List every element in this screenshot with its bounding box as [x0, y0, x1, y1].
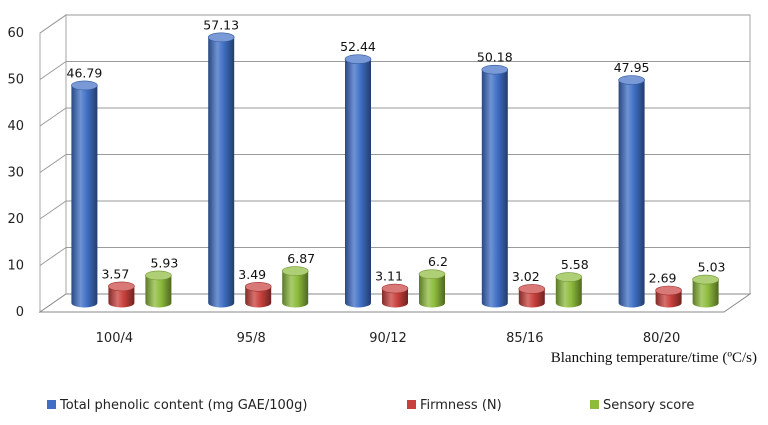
bar: [518, 284, 546, 308]
x-axis-label: Blanching temperature/time (ºC/s): [551, 350, 757, 366]
x-tick-label: 100/4: [96, 331, 133, 346]
bar: [244, 281, 272, 308]
bar-body: [419, 274, 445, 308]
bar: [281, 266, 309, 308]
bar-body: [618, 80, 645, 308]
bar: [207, 32, 235, 308]
legend-label: Firmness (N): [420, 398, 502, 413]
legend-item: Sensory score: [590, 398, 694, 413]
bar: [344, 54, 372, 308]
bar-body: [382, 288, 408, 308]
gridline-side: [39, 247, 67, 266]
bar-top: [71, 80, 98, 91]
data-label: 3.49: [238, 267, 266, 282]
bar-top: [344, 54, 372, 64]
bar: [145, 270, 172, 308]
bar: [555, 272, 583, 308]
bar-body: [692, 279, 719, 308]
bar-top: [281, 266, 309, 276]
bar: [481, 64, 509, 308]
bar-top: [692, 274, 719, 285]
bar: [108, 281, 135, 308]
bar-body: [145, 275, 172, 308]
data-label: 52.44: [340, 39, 376, 54]
gridline-side: [39, 154, 67, 173]
data-label: 3.02: [512, 269, 540, 284]
bar-top: [145, 270, 172, 281]
x-tick-label: 80/20: [643, 331, 680, 346]
bar: [692, 274, 719, 308]
y-tick-label: 0: [16, 305, 24, 320]
bar-top: [655, 285, 682, 296]
x-tick-label: 95/8: [237, 331, 266, 346]
bar-top: [244, 281, 272, 292]
data-label: 5.93: [150, 255, 178, 270]
bar-body: [108, 286, 135, 308]
y-tick-label: 50: [7, 73, 24, 88]
bars: [71, 32, 719, 308]
legend-swatch: [407, 400, 416, 409]
bar-top: [555, 272, 583, 282]
bar-body: [555, 277, 582, 308]
bar: [71, 80, 98, 308]
bar-body: [518, 288, 545, 308]
x-axis-ticks: 100/4 95/8 90/12 85/16 80/20: [96, 331, 681, 346]
legend-label: Sensory score: [603, 398, 694, 413]
bar: [381, 283, 409, 308]
data-label: 57.13: [203, 17, 239, 32]
x-tick-label: 85/16: [506, 331, 543, 346]
data-label: 3.11: [375, 269, 403, 284]
data-label: 47.95: [614, 60, 650, 75]
bar-top: [418, 269, 446, 279]
legend-swatch: [590, 400, 599, 409]
data-labels: 46.79 3.57 5.93 57.13 3.49 6.87 52.44 3.11 6.2 50…: [67, 17, 726, 285]
y-tick-label: 30: [7, 166, 24, 181]
legend-swatch: [47, 400, 56, 409]
gridline-side: [39, 61, 67, 80]
data-label: 50.18: [477, 50, 513, 65]
data-label: 46.79: [67, 65, 103, 80]
y-axis-ticks: 0 10 20 30 40 50 60: [7, 26, 24, 320]
bar-body: [282, 271, 309, 308]
gridline-side: [39, 107, 67, 127]
data-label: 5.03: [698, 260, 726, 275]
bar-body: [208, 37, 235, 308]
x-tick-label: 90/12: [369, 331, 406, 346]
bar-top: [481, 64, 509, 75]
bar-body: [345, 59, 371, 308]
bar-top: [207, 32, 235, 43]
y-tick-label: 40: [7, 119, 24, 134]
data-label: 5.58: [561, 257, 589, 272]
data-label: 6.87: [287, 251, 315, 266]
bar-body: [655, 290, 682, 308]
bar-top: [108, 281, 135, 292]
bar: [618, 75, 645, 308]
bar-top: [618, 75, 645, 85]
bar-body: [245, 286, 272, 308]
legend-item: Total phenolic content (mg GAE/100g): [47, 398, 307, 413]
y-tick-label: 60: [7, 26, 24, 41]
bar-body: [71, 85, 98, 308]
gridline-side: [39, 200, 67, 220]
data-label: 3.57: [101, 266, 129, 281]
legend-label: Total phenolic content (mg GAE/100g): [59, 398, 307, 413]
gridline-side: [39, 14, 67, 34]
legend: Total phenolic content (mg GAE/100g) Firm…: [47, 398, 694, 413]
data-label: 2.69: [649, 270, 677, 285]
bar-top: [518, 284, 546, 294]
y-tick-label: 10: [7, 259, 24, 274]
bar: [655, 285, 682, 308]
data-label: 6.2: [428, 254, 448, 269]
bar-body: [481, 69, 508, 308]
bar-top: [381, 283, 409, 294]
bar: [418, 269, 446, 308]
legend-item: Firmness (N): [407, 398, 502, 413]
y-tick-label: 20: [7, 212, 24, 227]
